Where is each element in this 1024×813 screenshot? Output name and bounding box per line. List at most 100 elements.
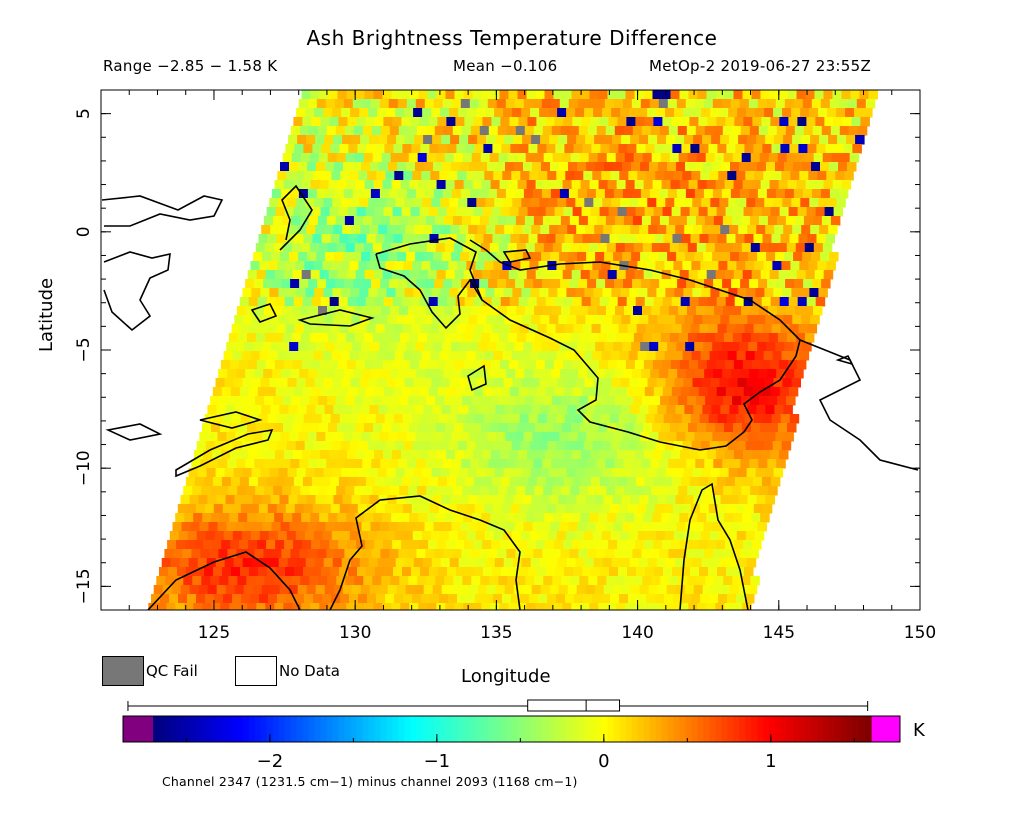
swath-cell <box>591 567 601 577</box>
swath-cell <box>465 567 475 577</box>
swath-cell <box>697 423 707 433</box>
swath-cell <box>571 513 581 523</box>
swath-cell <box>604 432 614 442</box>
swath-cell <box>228 576 238 586</box>
swath-cell <box>243 495 253 505</box>
swath-cell <box>381 306 391 316</box>
swath-cell <box>348 414 359 424</box>
swath-cell <box>367 531 378 541</box>
colorbar-segment <box>170 716 178 742</box>
swath-cell <box>644 207 655 217</box>
swath-cell <box>451 99 462 109</box>
swath-cell <box>314 198 324 208</box>
swath-cell <box>438 324 449 334</box>
swath-cell <box>452 126 463 136</box>
swath-cell <box>475 261 485 271</box>
swath-cell <box>325 99 336 109</box>
swath-cell <box>275 477 286 487</box>
swath-cell <box>775 252 785 262</box>
swath-cell <box>574 171 584 181</box>
swath-cell <box>428 387 439 397</box>
swath-cell <box>471 396 481 406</box>
swath-cell <box>622 342 632 352</box>
swath-cell <box>383 450 393 460</box>
swath-cell <box>836 198 846 208</box>
swath-cell <box>642 153 653 163</box>
swath-cell <box>404 558 415 568</box>
swath-cell <box>520 594 530 604</box>
swath-cell <box>422 378 432 388</box>
swath-cell <box>722 216 733 226</box>
swath-cell <box>739 189 750 199</box>
swath-cell <box>579 396 589 406</box>
swath-cell <box>395 558 406 568</box>
swath-cell <box>398 459 408 469</box>
swath-cell <box>333 225 343 235</box>
swath-cell <box>510 567 520 577</box>
swath-cell <box>459 315 469 325</box>
swath-cell <box>326 549 336 559</box>
swath-cell <box>203 450 213 460</box>
swath-cell <box>651 153 662 163</box>
swath-cell <box>768 153 779 163</box>
swath-cell <box>325 162 335 172</box>
swath-cell <box>698 117 708 127</box>
coastline-australia <box>147 551 301 610</box>
swath-cell <box>279 225 289 235</box>
swath-cell <box>587 126 598 136</box>
colorbar-segment <box>410 716 417 742</box>
swath-cell <box>508 513 518 523</box>
swath-cell <box>355 180 366 190</box>
swath-cell <box>745 261 755 271</box>
swath-cell <box>656 558 667 568</box>
swath-cell <box>380 216 391 226</box>
swath-cell <box>256 513 266 523</box>
swath-cell <box>405 315 415 325</box>
swath-cell <box>230 540 240 550</box>
swath-cell <box>410 450 420 460</box>
swath-cell <box>768 243 779 253</box>
colorbar-segment <box>745 716 752 742</box>
swath-cell <box>704 216 715 226</box>
swath-cell <box>685 432 695 442</box>
swath-cell <box>649 189 660 199</box>
swath-cell <box>613 522 623 532</box>
swath-cell <box>507 306 517 316</box>
swath-cell <box>372 486 382 496</box>
swath-cell <box>766 189 777 199</box>
swath-cell <box>339 567 349 577</box>
swath-cell <box>627 144 637 154</box>
swath-cell <box>423 585 434 595</box>
swath-cell <box>453 486 463 496</box>
swath-cell <box>654 324 665 334</box>
swath-cell <box>529 171 539 181</box>
swath-cell <box>431 378 441 388</box>
swath-cell <box>250 351 261 361</box>
swath-cell <box>442 162 452 172</box>
swath-cell <box>324 315 334 325</box>
swath-cell <box>464 540 474 550</box>
swath-cell <box>343 432 353 442</box>
swath-cell <box>616 360 627 370</box>
swath-cell <box>370 342 380 352</box>
swath-cell <box>606 576 616 586</box>
swath-cell <box>491 387 502 397</box>
swath-cell <box>429 234 439 244</box>
colorbar-segment <box>829 716 836 742</box>
swath-cell <box>514 432 524 442</box>
swath-cell <box>686 279 696 289</box>
swath-cell <box>455 297 466 307</box>
swath-cell <box>555 504 566 514</box>
swath-cell <box>805 270 816 280</box>
swath-cell <box>802 252 812 262</box>
swath-cell <box>437 540 447 550</box>
swath-cell <box>766 342 776 352</box>
swath-cell <box>488 369 498 379</box>
swath-cell <box>742 180 753 190</box>
swath-cell <box>559 522 569 532</box>
swath-cell <box>479 279 489 289</box>
swath-cell <box>556 531 567 541</box>
swath-cell <box>622 432 632 442</box>
swath-cell <box>500 540 510 550</box>
swath-cell <box>296 108 306 118</box>
